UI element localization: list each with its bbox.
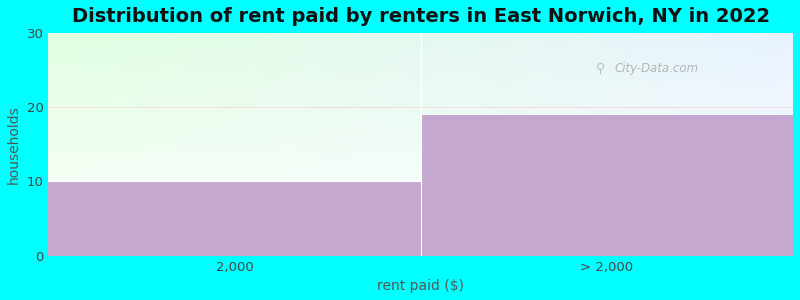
Bar: [421, 115, 793, 256]
Bar: [48, 182, 421, 256]
Y-axis label: households: households: [7, 105, 21, 184]
Text: City-Data.com: City-Data.com: [614, 62, 698, 75]
X-axis label: rent paid ($): rent paid ($): [377, 279, 464, 293]
Title: Distribution of rent paid by renters in East Norwich, NY in 2022: Distribution of rent paid by renters in …: [71, 7, 770, 26]
Text: ⚲: ⚲: [596, 62, 605, 75]
